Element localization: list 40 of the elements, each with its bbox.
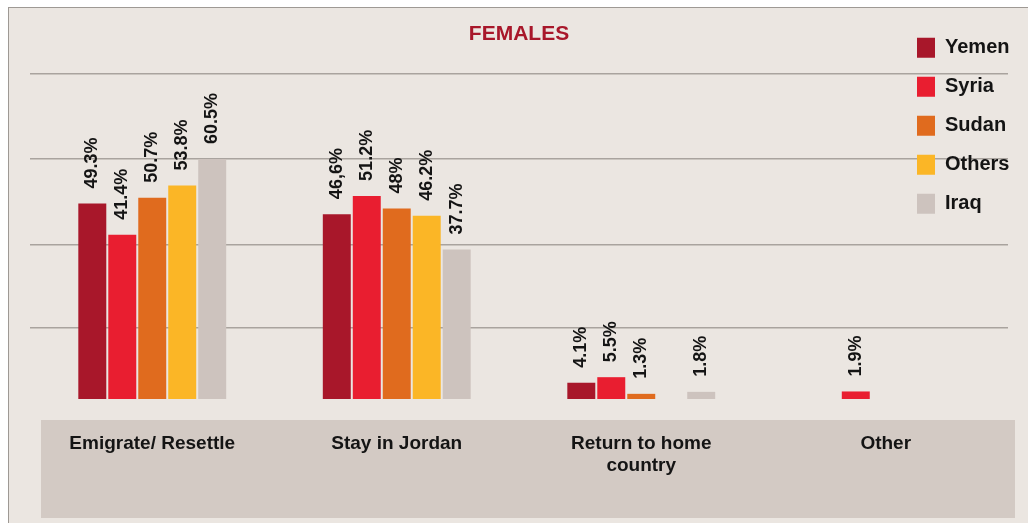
data-label: 41.4% bbox=[111, 168, 132, 220]
bar bbox=[687, 391, 716, 399]
data-label: 1.9% bbox=[844, 335, 865, 377]
legend-label: Yemen bbox=[945, 35, 1010, 58]
data-label: 48% bbox=[385, 157, 406, 194]
bar bbox=[138, 197, 167, 399]
data-label: 46,6% bbox=[325, 148, 346, 200]
bar bbox=[567, 382, 596, 399]
legend-label: Others bbox=[945, 152, 1010, 175]
x-tick-label: Other bbox=[860, 431, 912, 453]
x-tick-label: Emigrate/ Resettle bbox=[69, 431, 236, 453]
data-label: 37.7% bbox=[445, 183, 466, 235]
data-label: 1.3% bbox=[630, 337, 651, 379]
bar bbox=[841, 391, 870, 399]
legend-label: Syria bbox=[945, 74, 995, 97]
data-label: 5.5% bbox=[600, 321, 621, 363]
x-tick-label: Stay in Jordan bbox=[331, 431, 463, 453]
bar bbox=[168, 185, 197, 399]
data-label: 53.8% bbox=[171, 119, 192, 171]
bar bbox=[198, 158, 227, 399]
data-label: 46.2% bbox=[415, 149, 436, 201]
data-label: 51.2% bbox=[355, 129, 376, 181]
bar bbox=[627, 393, 656, 399]
bar bbox=[442, 249, 471, 399]
legend-label: Sudan bbox=[945, 113, 1007, 136]
data-label: 4.1% bbox=[570, 326, 591, 368]
bar bbox=[108, 234, 137, 399]
bar bbox=[597, 377, 626, 399]
bar bbox=[322, 214, 351, 399]
bar bbox=[382, 208, 411, 399]
data-label: 50.7% bbox=[141, 131, 162, 183]
bar bbox=[412, 215, 441, 399]
bar bbox=[352, 195, 381, 399]
data-label: 1.8% bbox=[690, 335, 711, 377]
bar bbox=[78, 203, 107, 399]
legend-label: Iraq bbox=[945, 191, 982, 214]
data-label: 49.3% bbox=[81, 137, 102, 189]
x-tick-label: Return to home country bbox=[571, 431, 712, 476]
data-label: 60.5% bbox=[201, 92, 222, 144]
chart-title: FEMALES bbox=[468, 21, 570, 45]
